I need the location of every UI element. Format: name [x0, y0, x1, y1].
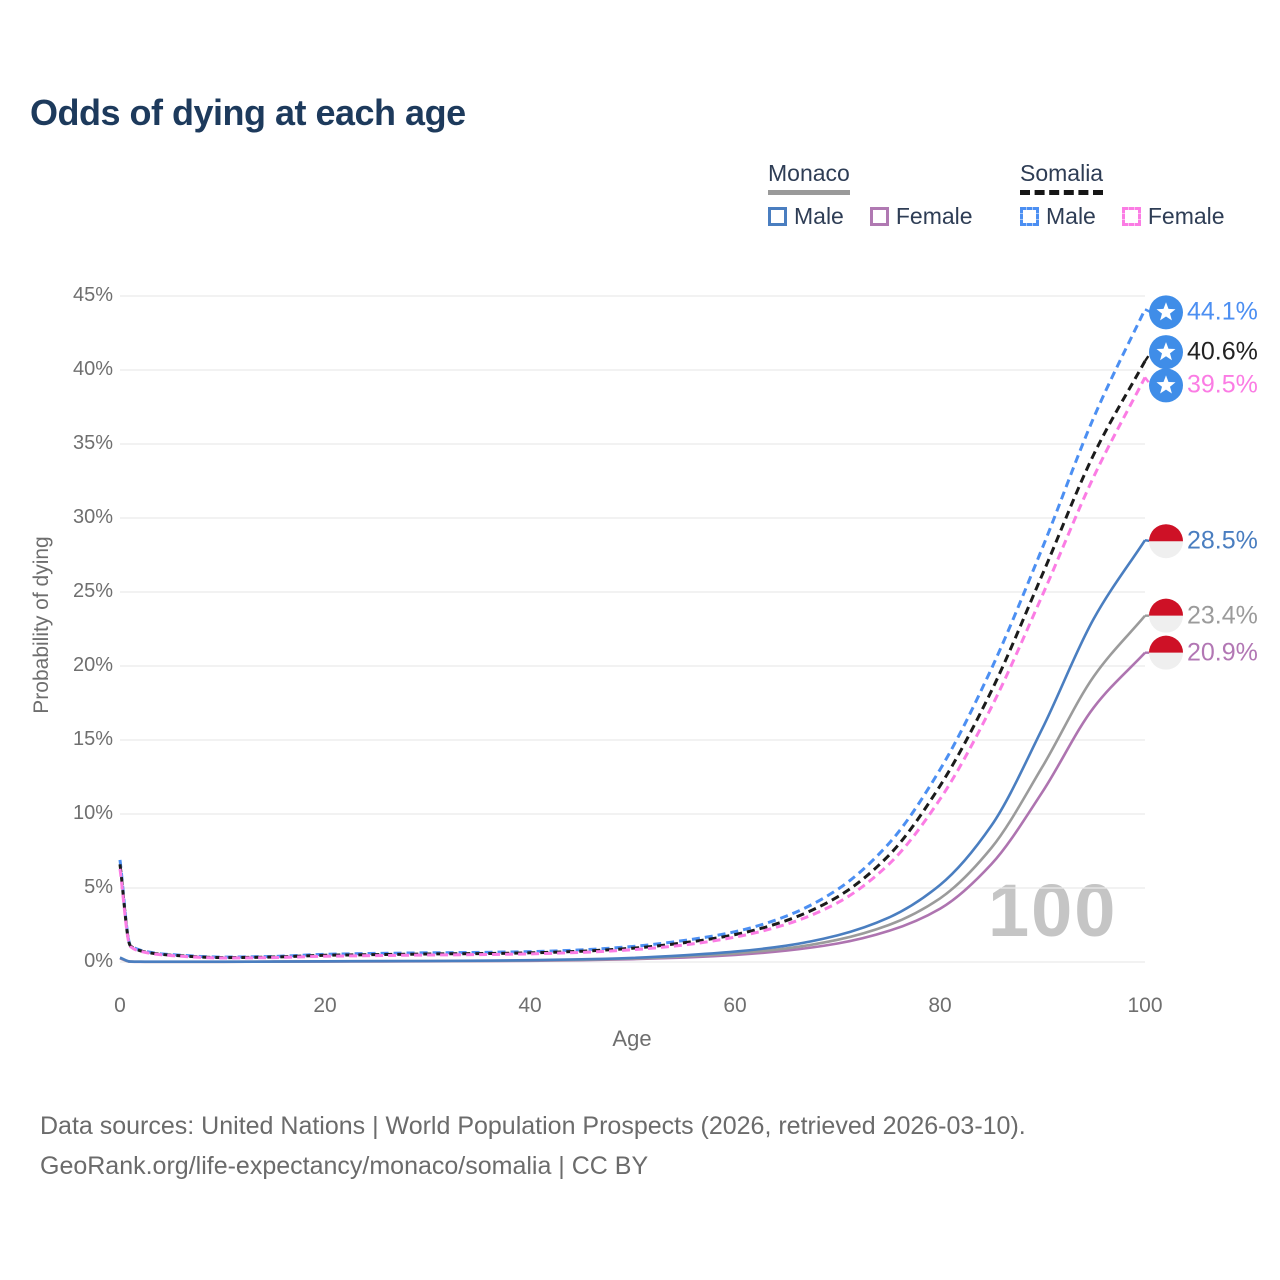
legend-swatch-icon [1020, 207, 1039, 226]
end-value-label-somalia-male: 44.1% [1187, 297, 1258, 326]
end-value-label-monaco-female: 20.9% [1187, 638, 1258, 667]
star-icon [1156, 342, 1176, 361]
legend-swatch-icon [1121, 207, 1141, 226]
star-icon [1156, 375, 1176, 394]
line-monaco-male [119, 539, 1147, 963]
legend-item-monaco-male[interactable]: Male [768, 203, 844, 230]
age-watermark: 100 [988, 869, 1118, 952]
end-value-label-monaco-overall: 23.4% [1187, 601, 1258, 630]
y-tick-label: 35% [72, 432, 113, 454]
legend-country-label: Somalia [1020, 160, 1104, 195]
x-tick-label: 60 [723, 994, 747, 1017]
page-title: Odds of dying at each age [30, 92, 466, 133]
monaco-flag-red-half [1149, 598, 1183, 616]
data-source-line: Data sources: United Nations | World Pop… [40, 1112, 1026, 1140]
line-monaco-overall [119, 614, 1146, 964]
legend-item-label: Male [1046, 203, 1096, 229]
x-tick-label: 80 [928, 994, 952, 1017]
legend-item-label: Male [794, 203, 844, 229]
line-somalia-male [118, 308, 1147, 959]
end-value-label-monaco-male: 28.5% [1187, 526, 1258, 555]
y-tick-label: 25% [72, 580, 113, 602]
y-tick-label: 40% [72, 358, 113, 380]
y-tick-label: 5% [84, 876, 113, 898]
y-tick-label: 30% [72, 506, 113, 528]
line-monaco-female [119, 651, 1146, 964]
legend-item-label: Female [1147, 203, 1225, 229]
end-value-label-somalia-overall: 40.6% [1187, 337, 1258, 366]
y-tick-label: 20% [72, 654, 113, 676]
end-value-label-somalia-female: 39.5% [1187, 370, 1258, 399]
legend-swatch-icon [869, 207, 889, 226]
y-tick-label: 0% [84, 950, 113, 972]
y-axis-title: Probability of dying [30, 536, 53, 714]
y-tick-label: 10% [72, 802, 113, 824]
legend-item-label: Female [895, 203, 973, 229]
monaco-flag-red-half [1149, 524, 1183, 542]
line-somalia-female [118, 376, 1147, 960]
x-tick-label: 100 [1127, 994, 1163, 1017]
x-tick-label: 20 [313, 994, 337, 1017]
end-connector [1144, 308, 1166, 314]
legend-item-somalia-male[interactable]: Male [1020, 203, 1096, 230]
monaco-flag-red-half [1149, 635, 1183, 653]
x-tick-label: 40 [518, 994, 542, 1017]
x-tick-label: 0 [114, 994, 126, 1017]
legend-swatch-icon [768, 207, 787, 226]
legend-item-monaco-female[interactable]: Female [869, 203, 973, 230]
y-tick-label: 15% [72, 728, 113, 750]
legend-country-label: Monaco [768, 160, 850, 195]
source-attribution: Data sources: United Nations | World Pop… [40, 1106, 1026, 1186]
legend-group-somalia: Somalia Male Female [1020, 160, 1225, 230]
star-icon [1156, 302, 1176, 321]
x-axis-title: Age [612, 1026, 652, 1051]
legend-item-somalia-female[interactable]: Female [1121, 203, 1225, 230]
legend-group-monaco: Monaco Male Female [768, 160, 973, 230]
line-somalia-overall [118, 360, 1147, 960]
y-tick-label: 45% [72, 284, 113, 306]
license-line: GeoRank.org/life-expectancy/monaco/somal… [40, 1152, 649, 1180]
